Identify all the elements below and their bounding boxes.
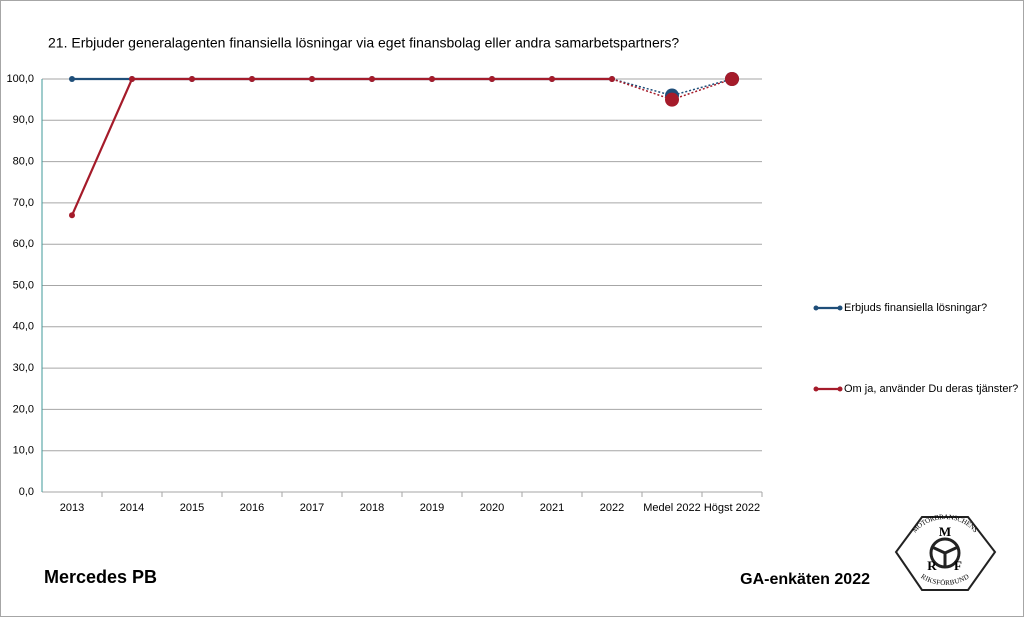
x-tick-label: 2013 <box>60 502 84 514</box>
x-tick-label: 2018 <box>360 502 384 514</box>
logo-letter: F <box>954 558 962 573</box>
y-tick-label: 70,0 <box>13 197 34 209</box>
legend-label: Om ja, använder Du deras tjänster? <box>844 383 1018 395</box>
series-line <box>70 77 612 216</box>
point <box>665 92 679 107</box>
x-tick-label: 2014 <box>120 502 144 514</box>
y-tick-label: 20,0 <box>13 403 34 415</box>
footer-right: GA-enkäten 2022 <box>740 571 870 588</box>
y-tick-label: 10,0 <box>13 445 34 457</box>
point <box>69 212 75 219</box>
x-tick-label: 2017 <box>300 502 324 514</box>
footer-left: Mercedes PB <box>44 567 157 587</box>
y-tick-label: 60,0 <box>13 238 34 250</box>
x-tick-label: 2022 <box>600 502 624 514</box>
y-tick-label: 0,0 <box>19 486 34 498</box>
legend-marker <box>813 305 819 311</box>
y-tick-label: 80,0 <box>13 156 34 168</box>
point <box>429 76 435 82</box>
y-tick-label: 100,0 <box>6 73 34 85</box>
x-tick-label: 2019 <box>420 502 444 514</box>
legend-marker <box>837 305 843 311</box>
series-line <box>611 78 733 97</box>
x-tick-label: Medel 2022 <box>643 502 701 514</box>
logo-letter: M <box>939 524 951 539</box>
x-tick-label: 2021 <box>540 502 564 514</box>
y-tick-label: 50,0 <box>13 279 34 291</box>
point <box>69 76 75 82</box>
chart-title: 21. Erbjuder generalagenten finansiella … <box>48 35 679 51</box>
point <box>129 76 135 82</box>
x-tick-label: Högst 2022 <box>704 502 760 514</box>
y-tick-label: 30,0 <box>13 362 34 374</box>
y-tick-label: 40,0 <box>13 321 34 333</box>
legend-marker <box>837 386 843 392</box>
point <box>189 76 195 82</box>
point <box>309 76 315 82</box>
point <box>549 76 555 82</box>
x-tick-label: 2020 <box>480 502 504 514</box>
logo-letter: R <box>927 558 937 573</box>
point <box>249 76 255 82</box>
point <box>609 76 615 82</box>
legend-marker <box>813 386 819 392</box>
legend-label: Erbjuds finansiella lösningar? <box>844 302 987 314</box>
series-line <box>611 78 733 101</box>
point <box>725 72 739 86</box>
y-tick-label: 90,0 <box>13 114 34 126</box>
point <box>489 76 495 82</box>
x-tick-label: 2015 <box>180 502 204 514</box>
x-tick-label: 2016 <box>240 502 264 514</box>
point <box>369 76 375 82</box>
